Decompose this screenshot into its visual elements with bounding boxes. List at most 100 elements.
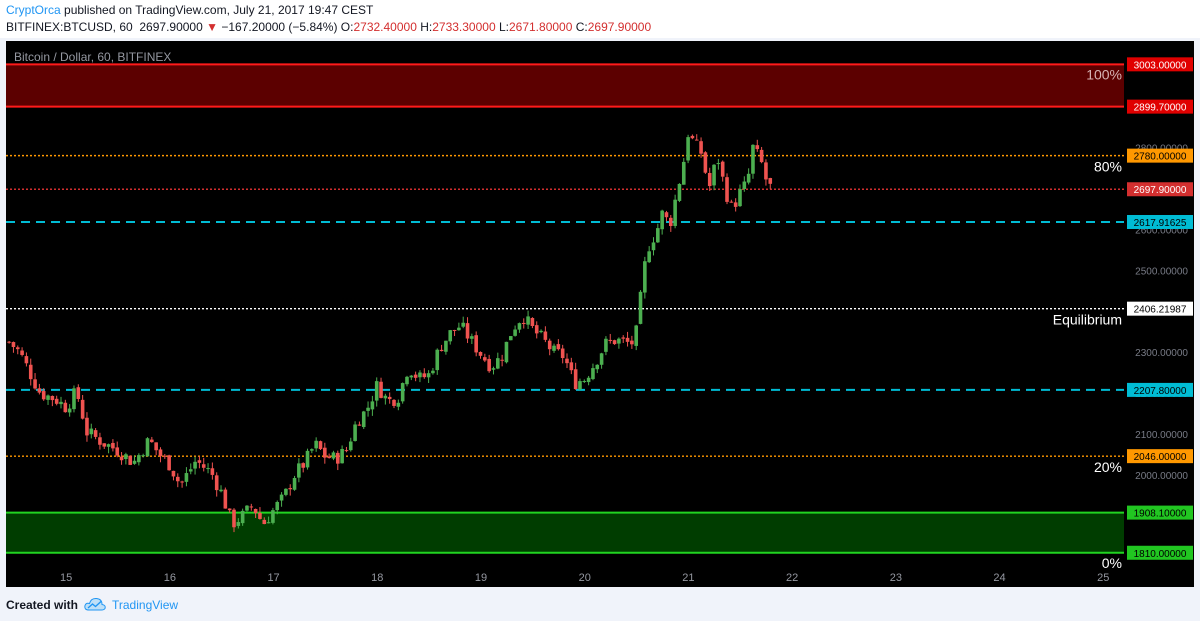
author-link[interactable]: CryptOrca: [6, 3, 61, 17]
price-chart[interactable]: Bitcoin / Dollar, 60, BITFINEX 2000.00000…: [6, 41, 1194, 587]
candle-body-100: [439, 349, 444, 352]
candle-body-3: [20, 350, 24, 355]
candle-body-16: [76, 387, 81, 399]
candle-body-173: [755, 145, 760, 150]
candle-body-20: [93, 430, 98, 437]
candle-body-32: [145, 438, 150, 457]
candle-body-110: [483, 357, 487, 361]
candle-body-29: [132, 460, 137, 464]
candle-body-133: [582, 380, 587, 382]
candle-body-55: [245, 505, 249, 511]
candle-body-1: [11, 342, 16, 348]
candle-body-121: [530, 318, 535, 327]
candle-body-56: [249, 506, 254, 508]
candle-body-59: [262, 519, 267, 525]
candle-body-86: [379, 381, 383, 398]
candle-body-171: [746, 173, 751, 183]
candle-body-48: [214, 475, 219, 491]
candle-body-30: [137, 455, 141, 463]
candle-body-169: [738, 189, 742, 207]
level-label-80: 80%: [1094, 159, 1122, 175]
candle-body-53: [236, 522, 241, 526]
candle-body-10: [50, 395, 55, 401]
candle-body-122: [534, 325, 539, 334]
candle-body-61: [271, 510, 275, 523]
candle-body-97: [426, 373, 431, 378]
level-price-tag-2046-00000: 2046.00000: [1134, 452, 1187, 463]
candle-body-25: [115, 447, 120, 456]
candle-body-129: [565, 358, 569, 364]
candle-body-104: [457, 327, 461, 331]
candle-body-62: [275, 502, 280, 511]
candle-body-14: [67, 408, 72, 413]
zone-label-100: 100%: [1086, 66, 1122, 82]
candle-body-103: [452, 329, 457, 331]
candle-body-113: [496, 358, 500, 369]
level-label-20: 20%: [1094, 459, 1122, 475]
candle-body-88: [387, 396, 392, 400]
candle-body-65: [288, 488, 293, 490]
candle-body-106: [465, 323, 470, 339]
candle-body-94: [413, 374, 418, 378]
candle-body-164: [716, 163, 721, 165]
down-arrow-icon: ▼: [206, 20, 219, 34]
chart-area[interactable]: Bitcoin / Dollar, 60, BITFINEX 2000.00000…: [6, 41, 1194, 587]
candle-body-43: [193, 461, 197, 469]
candle-body-167: [729, 201, 734, 203]
zone-0: [6, 64, 1124, 107]
close-value: 2697.90000: [587, 20, 652, 34]
candle-body-80: [353, 424, 357, 441]
level-price-tag-2406-21987-bg: [1127, 301, 1193, 316]
level-price-tag-2207-80000-bg: [1127, 382, 1193, 397]
candle-body-21: [98, 437, 102, 445]
zone-price-tag-2899-70000: 2899.70000: [1134, 103, 1187, 114]
y-tick-2300-00000: 2300.00000: [1135, 348, 1188, 359]
candle-body-70: [310, 449, 314, 451]
zone-price-tag-2899-70000-bg: [1127, 99, 1193, 114]
zone-price-tag-1908-10000: 1908.10000: [1134, 509, 1187, 520]
candle-body-46: [206, 468, 210, 470]
candle-body-132: [578, 381, 582, 390]
candle-body-153: [668, 217, 673, 227]
x-tick-15: 15: [60, 572, 72, 584]
candle-body-67: [297, 463, 301, 478]
candle-body-45: [201, 464, 206, 468]
candle-body-152: [664, 212, 669, 218]
price-change: −167.20000 (−5.84%): [221, 20, 338, 34]
level-price-tag-2780-00000-bg: [1127, 148, 1193, 163]
candle-body-68: [301, 463, 305, 468]
candle-body-89: [392, 399, 396, 406]
zone-price-tag-3003-00000: 3003.00000: [1134, 60, 1187, 71]
candle-body-155: [677, 183, 682, 201]
publish-info: published on TradingView.com, July 21, 2…: [64, 3, 374, 17]
level-price-tag-2617-91625: 2617.91625: [1134, 218, 1187, 229]
candle-body-175: [764, 162, 768, 180]
candle-body-47: [210, 468, 215, 475]
candle-body-66: [292, 478, 297, 490]
y-tick-2500-00000: 2500.00000: [1135, 266, 1188, 277]
publish-line: CryptOrca published on TradingView.com, …: [6, 3, 373, 17]
level-label-Equilibrium: Equilibrium: [1053, 312, 1122, 328]
zone-price-tag-1810-00000-bg: [1127, 545, 1193, 560]
candle-body-6: [33, 379, 37, 389]
x-tick-25: 25: [1097, 572, 1109, 584]
tradingview-brand[interactable]: TradingView: [112, 598, 179, 612]
candle-body-73: [323, 447, 327, 458]
candle-body-93: [409, 375, 414, 378]
candle-body-109: [478, 351, 483, 356]
candle-body-77: [340, 448, 344, 464]
candle-body-148: [647, 251, 651, 263]
candle-body-158: [690, 135, 695, 139]
chart-title: Bitcoin / Dollar, 60, BITFINEX: [14, 50, 171, 64]
x-tick-24: 24: [993, 572, 1005, 584]
x-tick-23: 23: [890, 572, 902, 584]
level-price-tag-2207-80000: 2207.80000: [1134, 386, 1187, 397]
level-price-tag-2406-21987: 2406.21987: [1134, 305, 1187, 316]
candle-body-42: [188, 469, 193, 472]
candle-body-131: [573, 369, 578, 390]
candle-body-12: [59, 401, 63, 405]
x-tick-21: 21: [682, 572, 694, 584]
candle-body-33: [150, 439, 154, 443]
candle-body-78: [344, 450, 349, 452]
candle-body-75: [331, 452, 336, 459]
